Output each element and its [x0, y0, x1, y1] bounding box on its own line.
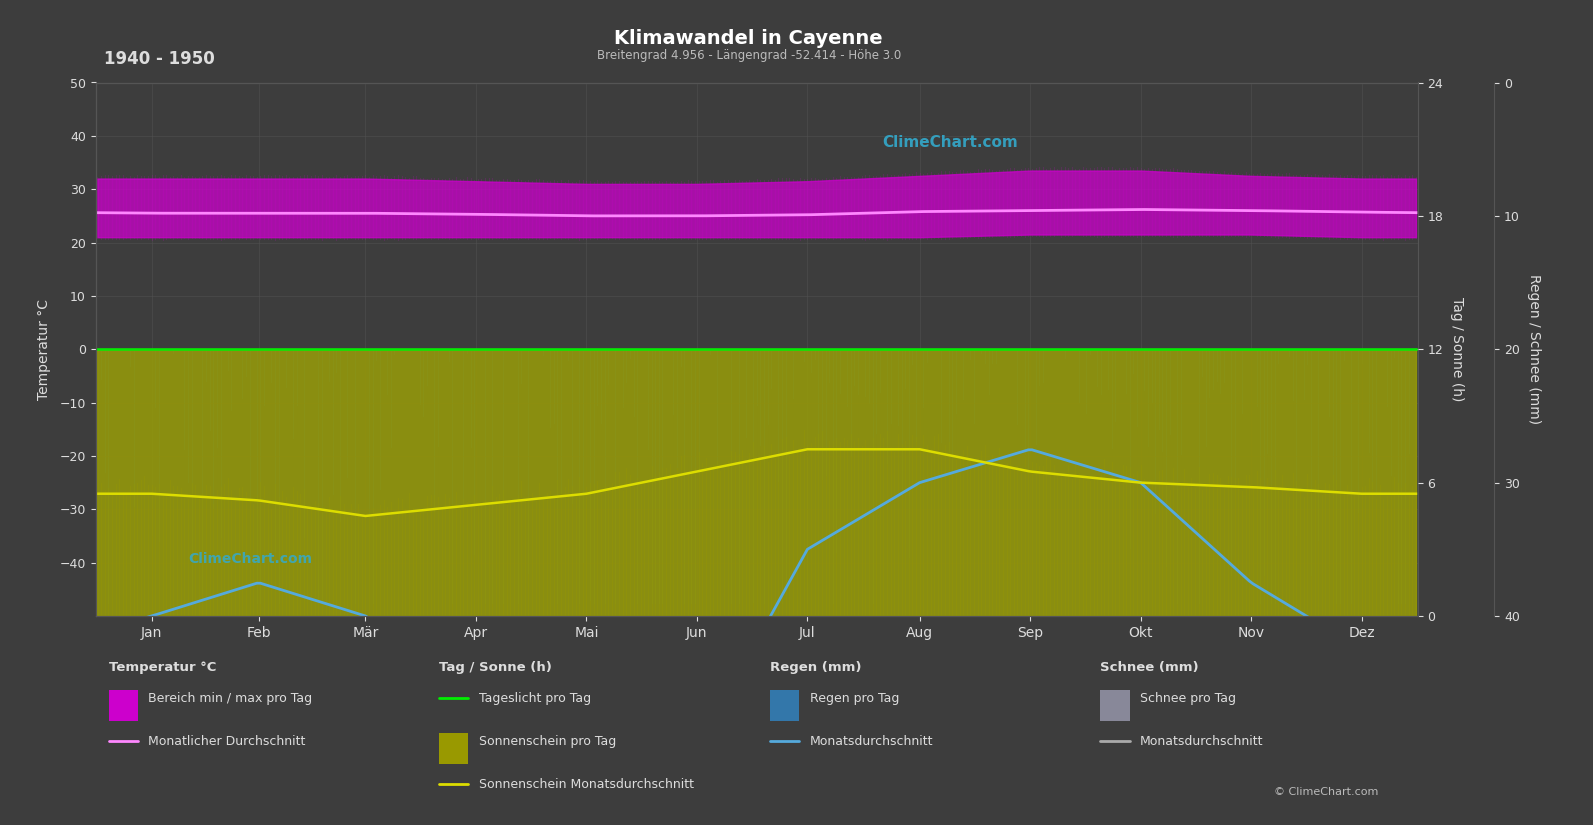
Text: Sonnenschein Monatsdurchschnitt: Sonnenschein Monatsdurchschnitt	[479, 778, 695, 791]
Y-axis label: Temperatur °C: Temperatur °C	[37, 299, 51, 400]
Text: 1940 - 1950: 1940 - 1950	[104, 50, 215, 68]
Text: Monatsdurchschnitt: Monatsdurchschnitt	[1141, 735, 1263, 747]
Y-axis label: Tag / Sonne (h): Tag / Sonne (h)	[1450, 297, 1464, 402]
Text: Regen (mm): Regen (mm)	[769, 661, 862, 674]
Bar	[769, 690, 800, 721]
Text: Monatsdurchschnitt: Monatsdurchschnitt	[809, 735, 933, 747]
Text: Schnee pro Tag: Schnee pro Tag	[1141, 692, 1236, 705]
Bar	[440, 733, 468, 764]
Text: Tag / Sonne (h): Tag / Sonne (h)	[440, 661, 553, 674]
Text: © ClimeChart.com: © ClimeChart.com	[1274, 787, 1378, 798]
Text: Sonnenschein pro Tag: Sonnenschein pro Tag	[479, 735, 616, 747]
Text: ClimeChart.com: ClimeChart.com	[883, 134, 1018, 149]
Text: Schnee (mm): Schnee (mm)	[1101, 661, 1200, 674]
Y-axis label: Regen / Schnee (mm): Regen / Schnee (mm)	[1526, 274, 1540, 424]
Text: Temperatur °C: Temperatur °C	[108, 661, 217, 674]
Text: Tageslicht pro Tag: Tageslicht pro Tag	[479, 692, 591, 705]
Text: Klimawandel in Cayenne: Klimawandel in Cayenne	[615, 29, 883, 48]
Text: Bereich min / max pro Tag: Bereich min / max pro Tag	[148, 692, 312, 705]
Bar	[108, 690, 139, 721]
Text: Regen pro Tag: Regen pro Tag	[809, 692, 898, 705]
Text: Monatlicher Durchschnitt: Monatlicher Durchschnitt	[148, 735, 306, 747]
Bar	[1101, 690, 1129, 721]
Text: ClimeChart.com: ClimeChart.com	[188, 552, 312, 566]
Text: Breitengrad 4.956 - Längengrad -52.414 - Höhe 3.0: Breitengrad 4.956 - Längengrad -52.414 -…	[597, 50, 900, 63]
